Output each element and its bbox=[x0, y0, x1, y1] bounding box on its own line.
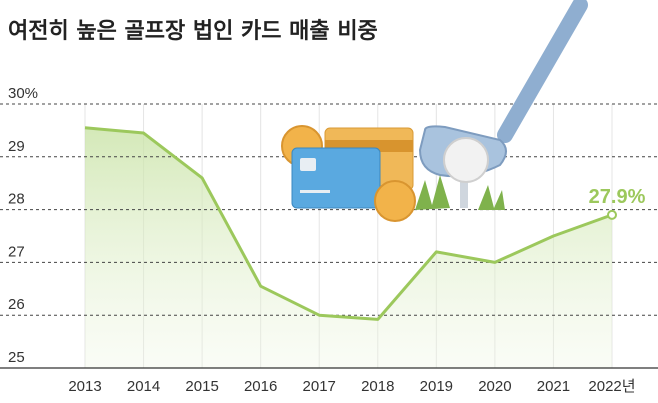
x-tick-label: 2021 bbox=[537, 378, 570, 395]
x-tick-label: 2019 bbox=[420, 378, 453, 395]
y-tick-label: 25 bbox=[8, 349, 25, 366]
x-tick-label: 2017 bbox=[303, 378, 336, 395]
y-tick-label: 26 bbox=[8, 296, 25, 313]
point bbox=[607, 209, 617, 220]
value-label: 27.9% bbox=[589, 186, 646, 208]
line bbox=[84, 126, 613, 321]
area bbox=[85, 127, 612, 368]
card-number bbox=[300, 190, 330, 193]
plot-area: 25 26 27 28 29 30% 2013 2014 2015 2016 2017 2018 201… bbox=[0, 85, 658, 395]
x-tick-label: 2020 bbox=[478, 378, 511, 395]
x-tick-label: 2022년 bbox=[588, 378, 635, 395]
x-tick-label: 2016 bbox=[244, 378, 277, 395]
card-chip bbox=[300, 158, 316, 171]
card-front bbox=[291, 147, 381, 209]
x-tick-label: 2015 bbox=[185, 378, 218, 395]
golf-ball bbox=[443, 137, 489, 183]
x-tick-label: 2018 bbox=[361, 378, 394, 395]
illustration bbox=[281, 0, 588, 222]
y-tick-label: 30% bbox=[8, 85, 38, 102]
tee bbox=[460, 180, 468, 208]
grass bbox=[415, 175, 505, 210]
x-tick-label: 2013 bbox=[68, 378, 101, 395]
y-tick-label: 28 bbox=[8, 191, 25, 208]
x-tick-label: 2014 bbox=[127, 378, 160, 395]
club-shaft bbox=[497, 0, 588, 143]
y-tick-label: 27 bbox=[8, 243, 25, 260]
coin bbox=[374, 180, 416, 222]
chart-title: 여전히 높은 골프장 법인 카드 매출 비중 bbox=[8, 19, 378, 44]
y-tick-label: 29 bbox=[8, 138, 25, 155]
